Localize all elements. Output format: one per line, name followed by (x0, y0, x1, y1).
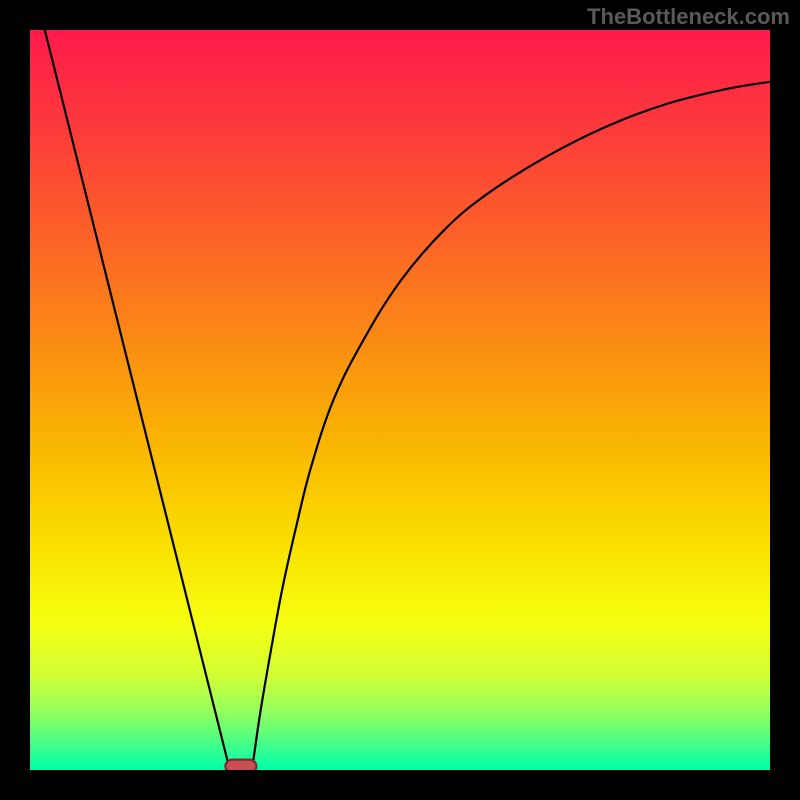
watermark-text: TheBottleneck.com (587, 4, 790, 30)
gradient-background (30, 30, 770, 770)
bottleneck-chart-svg (30, 30, 770, 770)
optimum-marker (225, 760, 256, 770)
chart-area (30, 30, 770, 770)
outer-frame: TheBottleneck.com (0, 0, 800, 800)
